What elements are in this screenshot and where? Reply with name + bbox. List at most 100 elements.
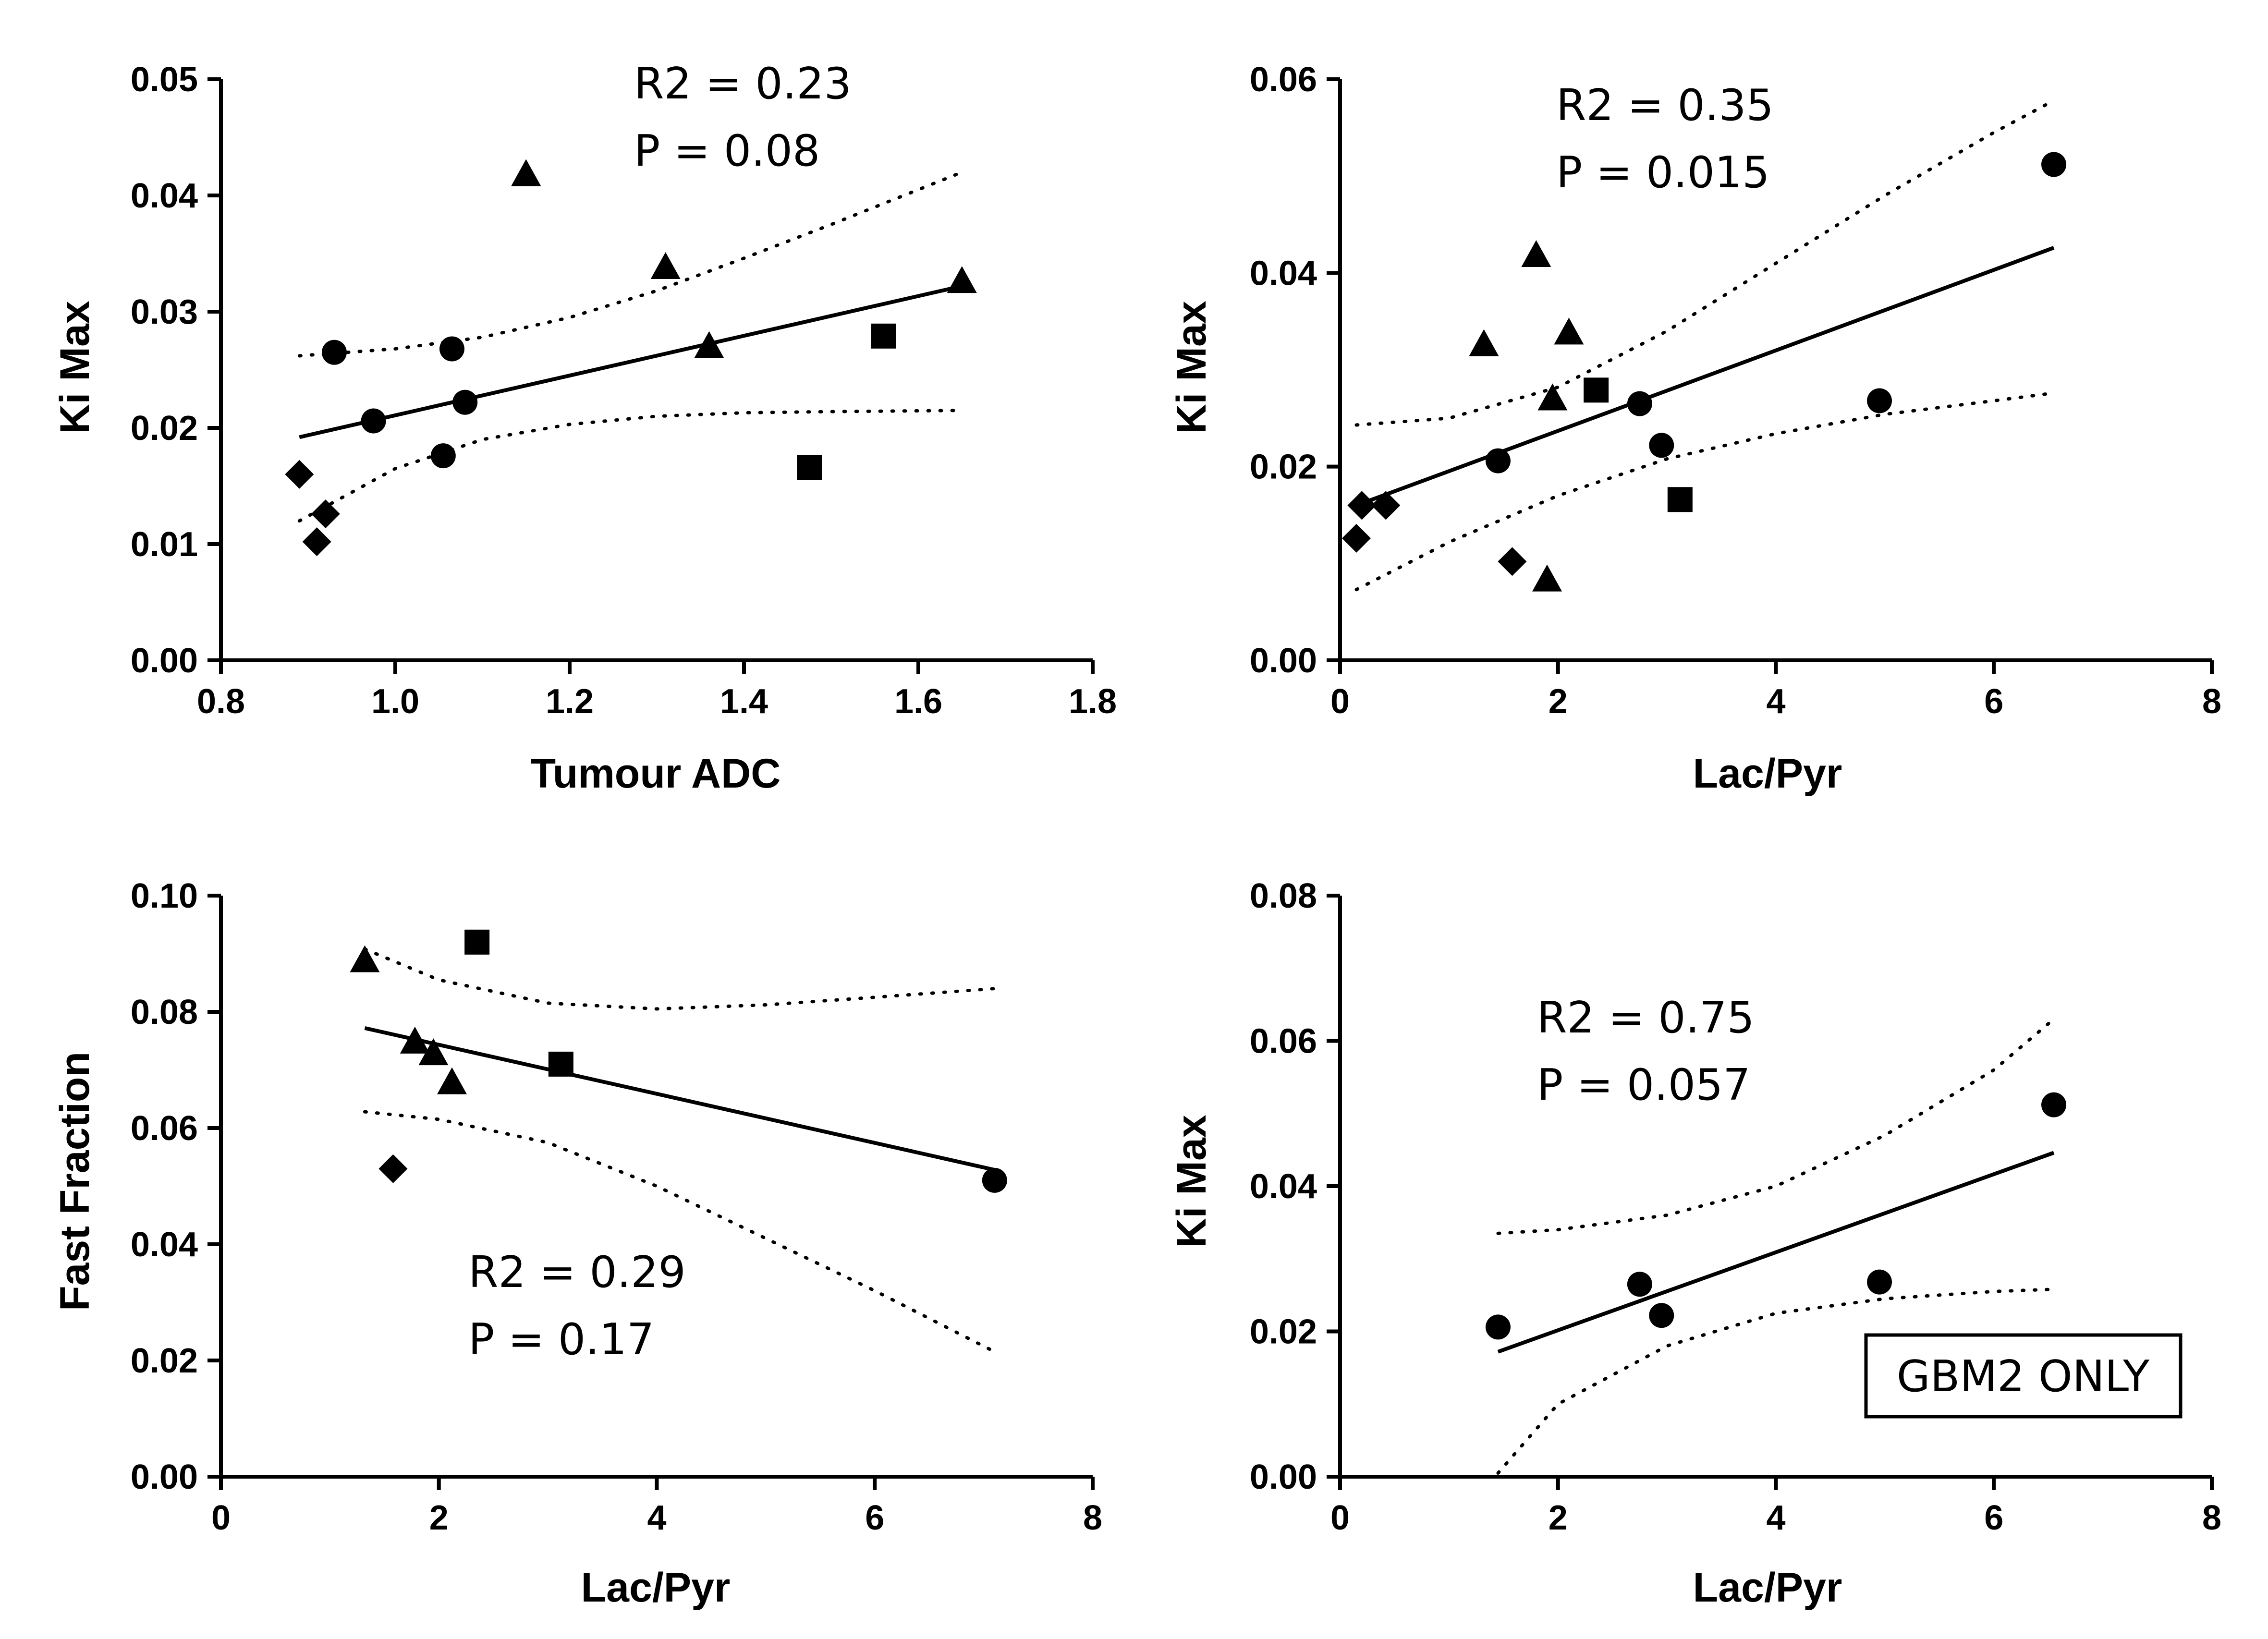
panel-3-point-circle — [982, 1167, 1007, 1193]
panel-1-point-triangle — [694, 331, 724, 358]
panel-4-label-box — [1864, 1333, 2183, 1419]
panel-1-x-tick-label: 1.4 — [720, 682, 768, 721]
panel-1-point-triangle — [947, 266, 977, 293]
panel-2-regression-line — [1355, 246, 2055, 508]
panel-3-x-tick-label: 8 — [1083, 1499, 1102, 1537]
panel-3-y-tick-label: 0.04 — [131, 1226, 198, 1264]
panel-3-regression-line — [364, 1026, 995, 1172]
panel-1-point-triangle — [650, 252, 681, 279]
panel-1-point-circle — [361, 408, 386, 434]
panel-1-y-tick-label: 0.02 — [131, 409, 198, 448]
panel-3-x-tick-label: 0 — [211, 1499, 231, 1537]
panel-3-x-tick-label: 6 — [865, 1499, 884, 1537]
panel-2-point-diamond — [1347, 491, 1377, 520]
panel-4-annotation-p: P = 0.057 — [1537, 1060, 1751, 1110]
panel-4-regression-line — [1497, 1151, 2055, 1354]
panel-3: 0 2 4 6 80.000.020.040.060.080.10 R2 = 0.29 … — [52, 877, 1102, 1611]
panel-3-y-tick-label: 0.00 — [131, 1458, 198, 1496]
panel-1-x-tick-label: 1.0 — [371, 682, 419, 721]
panel-2-x-tick-label: 0 — [1330, 682, 1350, 721]
panel-2: 0 2 4 6 8 0.00 0.02 0.04 0.06 R2 = 0.35 P = 0.01… — [1169, 61, 2221, 797]
panel-2-point-diamond — [1342, 523, 1371, 553]
panel-2-point-diamond — [1371, 491, 1401, 520]
panel-4-x-tick-label: 0 — [1330, 1499, 1350, 1537]
panel-2-point-triangle — [1521, 240, 1551, 267]
panel-2-point-square — [1667, 487, 1693, 512]
panel-1-point-square — [871, 323, 896, 349]
panel-4-y-tick-label: 0.04 — [1250, 1167, 1317, 1206]
panel-1: 0.8 1.0 1.2 1.4 1.6 1.8 0.00 0.01 0.02 0.03 0.04 0.… — [52, 59, 1117, 797]
panel-4-point-circle — [1867, 1269, 1892, 1295]
panel-3-x-tick-label: 4 — [647, 1499, 666, 1537]
panel-4-x-tick-label: 6 — [1984, 1499, 2003, 1537]
panel-3-point-triangle — [350, 945, 380, 972]
panel-4-point-circle — [2041, 1092, 2067, 1117]
panel-4-y-axis-title: Ki Max — [1169, 1115, 1215, 1248]
panel-3-marks: 0 2 4 6 8 0.00 0.02 0.04 0.06 0.08 0.10 — [131, 877, 1102, 1537]
panel-1-marks: 0.8 1.0 1.2 1.4 1.6 1.8 0.00 0.01 0.02 0.03 0.04 0.… — [131, 61, 1117, 721]
panel-3-point-triangle — [418, 1038, 449, 1066]
panel-3-y-tick-label: 0.08 — [131, 993, 198, 1032]
panel-1-ci-lower — [297, 409, 964, 523]
panel-2-point-triangle — [1554, 317, 1584, 345]
panel-2-annotation-r2: R2 = 0.35 — [1556, 80, 1774, 131]
panel-3-ci-upper — [363, 947, 997, 1011]
panel-3-point-diamond — [378, 1154, 408, 1183]
panel-3-y-tick-label: 0.10 — [131, 877, 198, 915]
panel-2-point-square — [1584, 377, 1609, 403]
panel-1-point-circle — [439, 336, 464, 362]
panel-3-ci-lower — [363, 1110, 997, 1354]
panel-4-marks: 0 2 4 6 8 0.00 0.02 0.04 0.06 0.08 — [1250, 877, 2221, 1537]
panel-1-point-circle — [430, 443, 456, 469]
panel-2-x-tick-label: 2 — [1549, 682, 1568, 721]
panel-2-y-tick-label: 0.00 — [1250, 642, 1317, 680]
panel-1-x-tick-label: 1.8 — [1069, 682, 1117, 721]
panel-2-marks: 0 2 4 6 8 0.00 0.02 0.04 0.06 — [1250, 61, 2221, 721]
panel-1-point-diamond — [285, 460, 314, 489]
panel-2-annotation-p: P = 0.015 — [1556, 147, 1770, 198]
panel-3-x-tick-label: 2 — [429, 1499, 449, 1537]
panel-4-ci-upper — [1496, 1017, 2056, 1235]
panel-2-point-circle — [1867, 388, 1892, 413]
panel-2-point-triangle — [1532, 564, 1562, 592]
panel-3-point-triangle — [400, 1026, 430, 1054]
panel-1-x-tick-label: 1.6 — [894, 682, 942, 721]
panel-4-point-circle — [1649, 1303, 1674, 1328]
panel-3-x-axis-title: Lac/Pyr — [581, 1565, 731, 1611]
panel-1-x-tick-label: 1.2 — [546, 682, 594, 721]
panel-1-point-square — [797, 455, 822, 480]
panel-1-ci-upper — [297, 170, 964, 358]
panel-2-point-triangle — [1537, 383, 1568, 411]
panel-2-x-axis-title: Lac/Pyr — [1693, 751, 1842, 797]
panel-2-x-tick-label: 6 — [1984, 682, 2003, 721]
panel-3-y-tick-label: 0.06 — [131, 1109, 198, 1148]
panel-1-x-tick-label: 0.8 — [197, 682, 245, 721]
panel-1-regression-line — [299, 284, 963, 439]
panel-4: 0 2 4 6 8 0.00 0.02 0.04 0.06 0.08 R2 = 0.75 P = … — [1169, 877, 2221, 1611]
panel-2-ci-lower — [1354, 391, 2056, 592]
panel-1-y-tick-label: 0.00 — [131, 642, 198, 680]
panel-2-x-tick-label: 8 — [2202, 682, 2221, 721]
panel-4-annotation-r2: R2 = 0.75 — [1537, 993, 1755, 1043]
panel-4-y-tick-label: 0.06 — [1250, 1022, 1317, 1061]
panel-2-y-tick-label: 0.04 — [1250, 254, 1317, 292]
panel-4-point-circle — [1627, 1272, 1652, 1297]
panel-3-point-square — [548, 1051, 573, 1077]
panel-2-x-tick-label: 4 — [1766, 682, 1785, 721]
panel-2-point-triangle — [1469, 329, 1499, 356]
panel-1-y-tick-label: 0.01 — [131, 525, 198, 564]
panel-2-y-axis-title: Ki Max — [1169, 301, 1215, 434]
panel-1-y-tick-label: 0.04 — [131, 177, 198, 215]
panel-1-point-diamond — [311, 499, 340, 529]
panel-1-point-circle — [452, 389, 478, 415]
panel-4-x-tick-label: 2 — [1549, 1499, 1568, 1537]
panel-3-point-triangle — [437, 1067, 467, 1094]
panel-2-point-circle — [2041, 152, 2067, 177]
panel-2-y-tick-label: 0.06 — [1250, 61, 1317, 99]
panel-1-point-circle — [321, 340, 347, 365]
panel-2-point-circle — [1649, 433, 1674, 458]
panel-2-y-tick-label: 0.02 — [1250, 448, 1317, 486]
panel-3-y-tick-label: 0.02 — [131, 1342, 198, 1380]
panel-3-annotation-p: P = 0.17 — [468, 1314, 654, 1365]
